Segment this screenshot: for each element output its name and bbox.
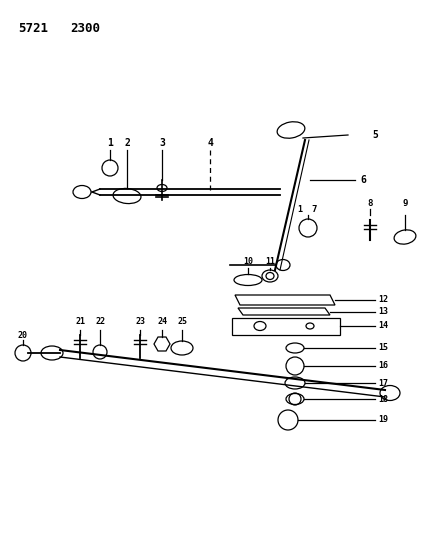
Text: 12: 12 bbox=[378, 295, 388, 304]
Text: 5: 5 bbox=[372, 130, 378, 140]
Text: 11: 11 bbox=[265, 257, 275, 266]
Text: 19: 19 bbox=[378, 416, 388, 424]
Text: 3: 3 bbox=[159, 138, 165, 148]
Text: 18: 18 bbox=[378, 394, 388, 403]
Text: 4: 4 bbox=[207, 138, 213, 148]
Text: 9: 9 bbox=[402, 198, 408, 207]
Text: 25: 25 bbox=[177, 318, 187, 327]
Text: 5721: 5721 bbox=[18, 22, 48, 35]
Text: 14: 14 bbox=[378, 321, 388, 330]
Text: 17: 17 bbox=[378, 378, 388, 387]
Text: 1: 1 bbox=[107, 138, 113, 148]
Text: 22: 22 bbox=[95, 318, 105, 327]
Text: 8: 8 bbox=[367, 198, 373, 207]
Text: 6: 6 bbox=[360, 175, 366, 185]
Text: 23: 23 bbox=[135, 318, 145, 327]
Text: 13: 13 bbox=[378, 308, 388, 317]
Text: 2: 2 bbox=[124, 138, 130, 148]
Text: 15: 15 bbox=[378, 343, 388, 352]
Text: 2300: 2300 bbox=[70, 22, 100, 35]
Text: 1: 1 bbox=[297, 205, 302, 214]
Text: 10: 10 bbox=[243, 257, 253, 266]
Text: 21: 21 bbox=[75, 318, 85, 327]
Text: 7: 7 bbox=[311, 205, 316, 214]
Text: 20: 20 bbox=[18, 330, 28, 340]
Text: 16: 16 bbox=[378, 361, 388, 370]
Text: 24: 24 bbox=[157, 318, 167, 327]
